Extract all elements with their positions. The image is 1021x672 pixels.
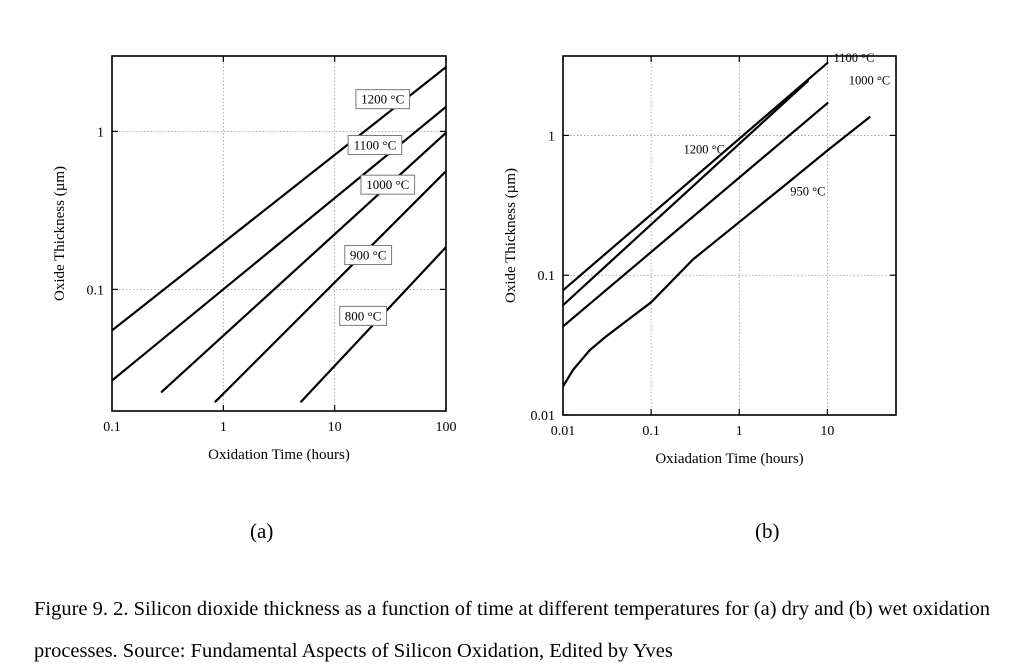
chart-a-series-label-1100c: 1100 °C — [354, 138, 397, 153]
chart-a-label-box-1100c — [347, 135, 403, 156]
chart-b-y-tick-label-1: 0.1 — [538, 269, 556, 284]
chart-b-series-label-1200c: 1200 °C — [683, 142, 724, 156]
chart-b-plot-frame — [562, 55, 897, 416]
chart-b-y-tick-label-0: 0.01 — [531, 409, 556, 424]
chart-b-series-label-950c: 950 °C — [790, 185, 825, 199]
chart-b-series-1100c-line — [563, 61, 829, 292]
chart-a-x-tick-label-1: 1 — [220, 420, 227, 435]
subfigure-label-a: (a) — [250, 519, 274, 543]
chart-b: 0.01 0.1 1 10 0.01 0.1 1 Oxiadation Time (hours… — [503, 51, 897, 467]
chart-a-y-tick-label-1: 1 — [97, 125, 104, 140]
chart-a-y-tick-label-0: 0.1 — [87, 283, 105, 298]
chart-a-label-box-1200c — [355, 89, 410, 110]
chart-b-series-1000c-line — [563, 79, 809, 307]
chart-a-x-tick-label-3: 100 — [436, 420, 457, 435]
chart-a-series-900c-line — [214, 170, 446, 403]
chart-b-series-label-1100c: 1100 °C — [833, 51, 874, 65]
chart-a-series-label-1200c: 1200 °C — [361, 92, 404, 107]
chart-b-series-950c-line — [563, 116, 871, 388]
figure-caption: Figure 9. 2. Silicon dioxide thickness a… — [34, 598, 991, 662]
subfigure-label-b: (b) — [755, 519, 780, 543]
chart-a-series-label-1000c: 1000 °C — [366, 177, 409, 192]
chart-b-x-tick-label-1: 0.1 — [642, 424, 660, 439]
chart-a-y-axis-title: Oxide Thickness (µm) — [52, 166, 68, 301]
chart-b-series-1200c-line — [563, 102, 829, 328]
chart-b-y-axis-title: Oxide Thickness (µm) — [503, 168, 519, 303]
chart-b-x-axis-title: Oxiadation Time (hours) — [655, 451, 803, 467]
chart-a-x-axis-title: Oxidation Time (hours) — [208, 447, 350, 463]
chart-b-y-tick-label-2: 1 — [548, 129, 555, 144]
chart-a-series-1200c-line — [112, 66, 446, 332]
chart-a-x-tick-label-0: 0.1 — [103, 420, 121, 435]
chart-a-series-label-800c: 800 °C — [345, 308, 382, 323]
chart-a-series-1000c-line — [160, 131, 446, 393]
chart-a: 0.1 1 10 100 0.1 1 Oxidation Time (hours) Oxide… — [52, 55, 457, 463]
chart-a-series-label-900c: 900 °C — [350, 248, 387, 263]
chart-a-label-box-1000c — [360, 174, 416, 195]
chart-b-x-tick-label-2: 1 — [736, 424, 743, 439]
chart-b-series-label-1000c: 1000 °C — [849, 73, 890, 87]
chart-a-x-tick-label-2: 10 — [328, 420, 342, 435]
chart-a-label-box-800c — [339, 305, 387, 326]
chart-a-label-box-900c — [344, 245, 393, 266]
chart-b-x-tick-label-0: 0.01 — [551, 424, 576, 439]
chart-a-plot-frame — [111, 55, 447, 412]
chart-b-x-tick-label-3: 10 — [820, 424, 834, 439]
figure: 0.1 1 10 100 0.1 1 Oxidation Time (hours) Oxide… — [52, 51, 897, 467]
